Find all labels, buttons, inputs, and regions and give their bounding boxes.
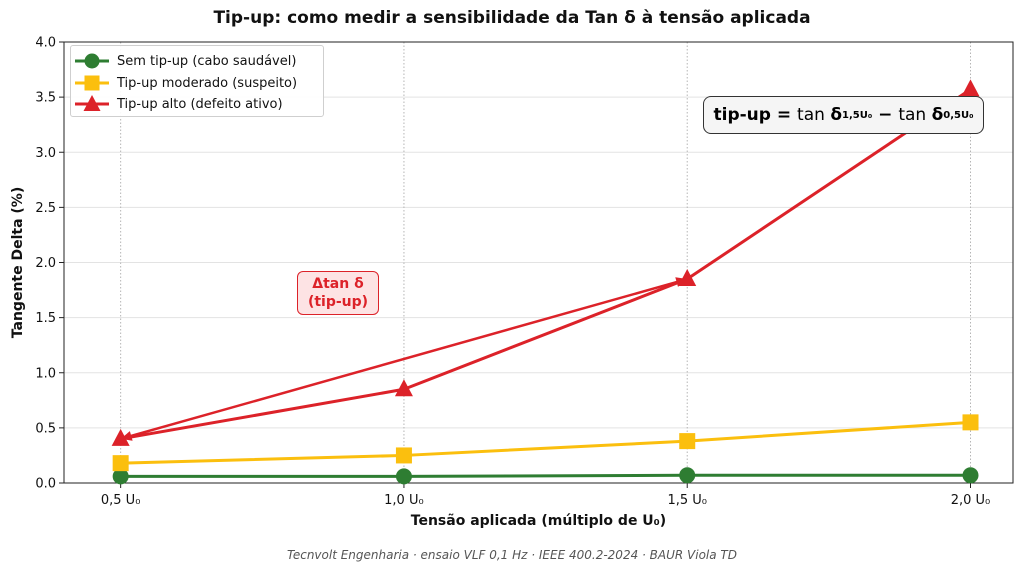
series-line-0 xyxy=(120,473,971,478)
y-axis-label: Tangente Delta (%) xyxy=(10,187,26,338)
tipup-annotation-line2: (tip-up) xyxy=(307,294,369,310)
data-point-high xyxy=(678,269,697,287)
formula-sub2: 0,5U₀ xyxy=(943,109,974,121)
legend-marker-triangle xyxy=(75,95,109,111)
data-point-healthy xyxy=(679,467,696,484)
plot-frame xyxy=(63,41,1014,484)
data-point-high xyxy=(111,428,130,446)
y-tick-label: 3.5 xyxy=(35,91,56,106)
data-point-moderate xyxy=(395,447,412,464)
formula-delta2: δ xyxy=(931,105,944,125)
formula-tan1: tan xyxy=(797,105,831,125)
y-tick-label: 2.5 xyxy=(35,201,56,216)
y-tick-label: 1.5 xyxy=(35,311,56,326)
data-point-moderate xyxy=(679,433,696,450)
formula-box: tip-up = tan δ 1,5U₀ − tan δ 0,5U₀ xyxy=(703,96,984,134)
legend-item-moderate: Tip-up moderado (suspeito) xyxy=(71,72,297,94)
data-point-high xyxy=(961,79,980,97)
legend-label-high: Tip-up alto (defeito ativo) xyxy=(117,96,283,112)
formula-eq: = xyxy=(770,105,798,125)
series-line-1 xyxy=(120,420,971,465)
legend-label-healthy: Sem tip-up (cabo saudável) xyxy=(117,53,297,69)
y-tick-label: 2.0 xyxy=(35,256,56,271)
tipup-arrow-line xyxy=(120,277,688,441)
x-axis-label: Tensão aplicada (múltiplo de U₀) xyxy=(411,513,666,529)
tipup-annotation-line1: Δtan δ xyxy=(312,276,364,292)
formula-sub1: 1,5U₀ xyxy=(842,109,873,121)
legend-label-moderate: Tip-up moderado (suspeito) xyxy=(117,75,298,91)
y-tick-label: 4.0 xyxy=(35,36,56,51)
legend-marker-square xyxy=(75,75,109,91)
formula-tan2: tan xyxy=(898,105,932,125)
tipup-annotation-box: Δtan δ (tip-up) xyxy=(297,271,379,315)
data-point-healthy xyxy=(112,468,129,485)
data-point-moderate xyxy=(112,455,129,472)
data-point-moderate xyxy=(962,414,979,431)
y-tick-label: 0.5 xyxy=(35,421,56,436)
legend-marker-circle xyxy=(75,53,109,69)
x-tick-label: 1,5 U₀ xyxy=(667,493,707,508)
x-tick-label: 1,0 U₀ xyxy=(384,493,424,508)
x-tick-label: 0,5 U₀ xyxy=(101,493,141,508)
data-point-high xyxy=(394,379,413,397)
x-tick-label: 2,0 U₀ xyxy=(951,493,991,508)
legend-item-healthy: Sem tip-up (cabo saudável) xyxy=(71,50,296,72)
formula-delta1: δ xyxy=(830,105,842,125)
legend-item-high: Tip-up alto (defeito ativo) xyxy=(71,93,283,115)
y-tick-label: 1.0 xyxy=(35,366,56,381)
y-tick-label: 3.0 xyxy=(35,146,56,161)
series-line-2 xyxy=(120,88,972,441)
y-tick-label: 0.0 xyxy=(35,477,56,492)
data-point-healthy xyxy=(962,467,979,484)
formula-lhs: tip-up xyxy=(713,105,771,125)
data-point-healthy xyxy=(395,468,412,485)
formula-minus: − xyxy=(872,105,899,125)
legend: Sem tip-up (cabo saudável) Tip-up modera… xyxy=(70,45,324,117)
chart-title: Tip-up: como medir a sensibilidade da Ta… xyxy=(213,8,811,28)
footer-note: Tecnvolt Engenharia · ensaio VLF 0,1 Hz … xyxy=(286,548,737,562)
